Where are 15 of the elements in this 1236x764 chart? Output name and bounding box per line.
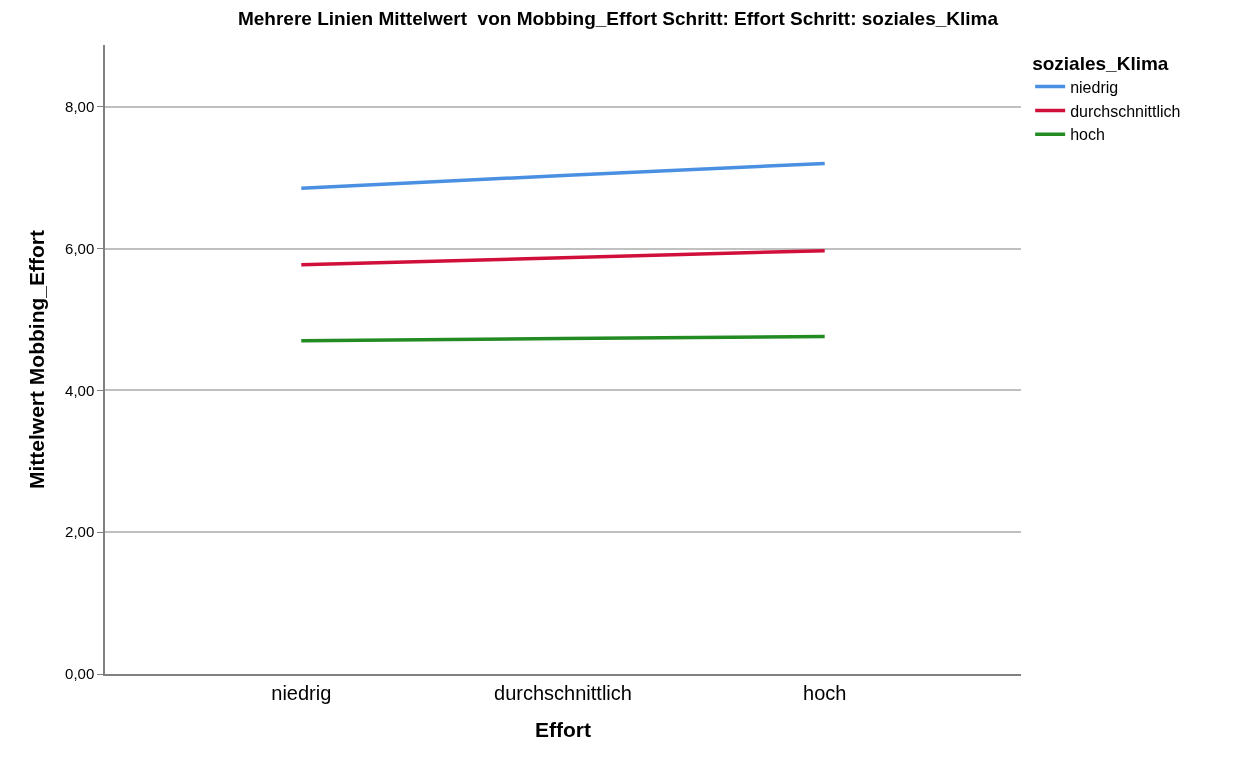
y-axis-title: Mittelwert Mobbing_Effort [24, 230, 48, 489]
legend-label: durchschnittlich [1070, 102, 1181, 120]
y-tick-label: 0,00 [65, 665, 95, 683]
legend-label: hoch [1070, 126, 1105, 144]
legend-label: niedrig [1070, 78, 1119, 96]
x-tick-label: durchschnittlich [494, 681, 632, 704]
y-tick-label: 4,00 [65, 381, 95, 399]
x-axis-title: Effort [535, 718, 591, 742]
y-tick-label: 6,00 [65, 239, 95, 257]
legend-title: soziales_Klima [1032, 52, 1169, 74]
chart-title: Mehrere Linien Mittelwert von Mobbing_Effort Schritt: Effort Schritt: soziales_Klima [237, 7, 999, 29]
y-tick-label: 8,00 [65, 97, 95, 115]
y-tick-label: 2,00 [65, 523, 95, 541]
x-tick-label: niedrig [271, 681, 332, 704]
x-tick-label: hoch [803, 681, 847, 704]
